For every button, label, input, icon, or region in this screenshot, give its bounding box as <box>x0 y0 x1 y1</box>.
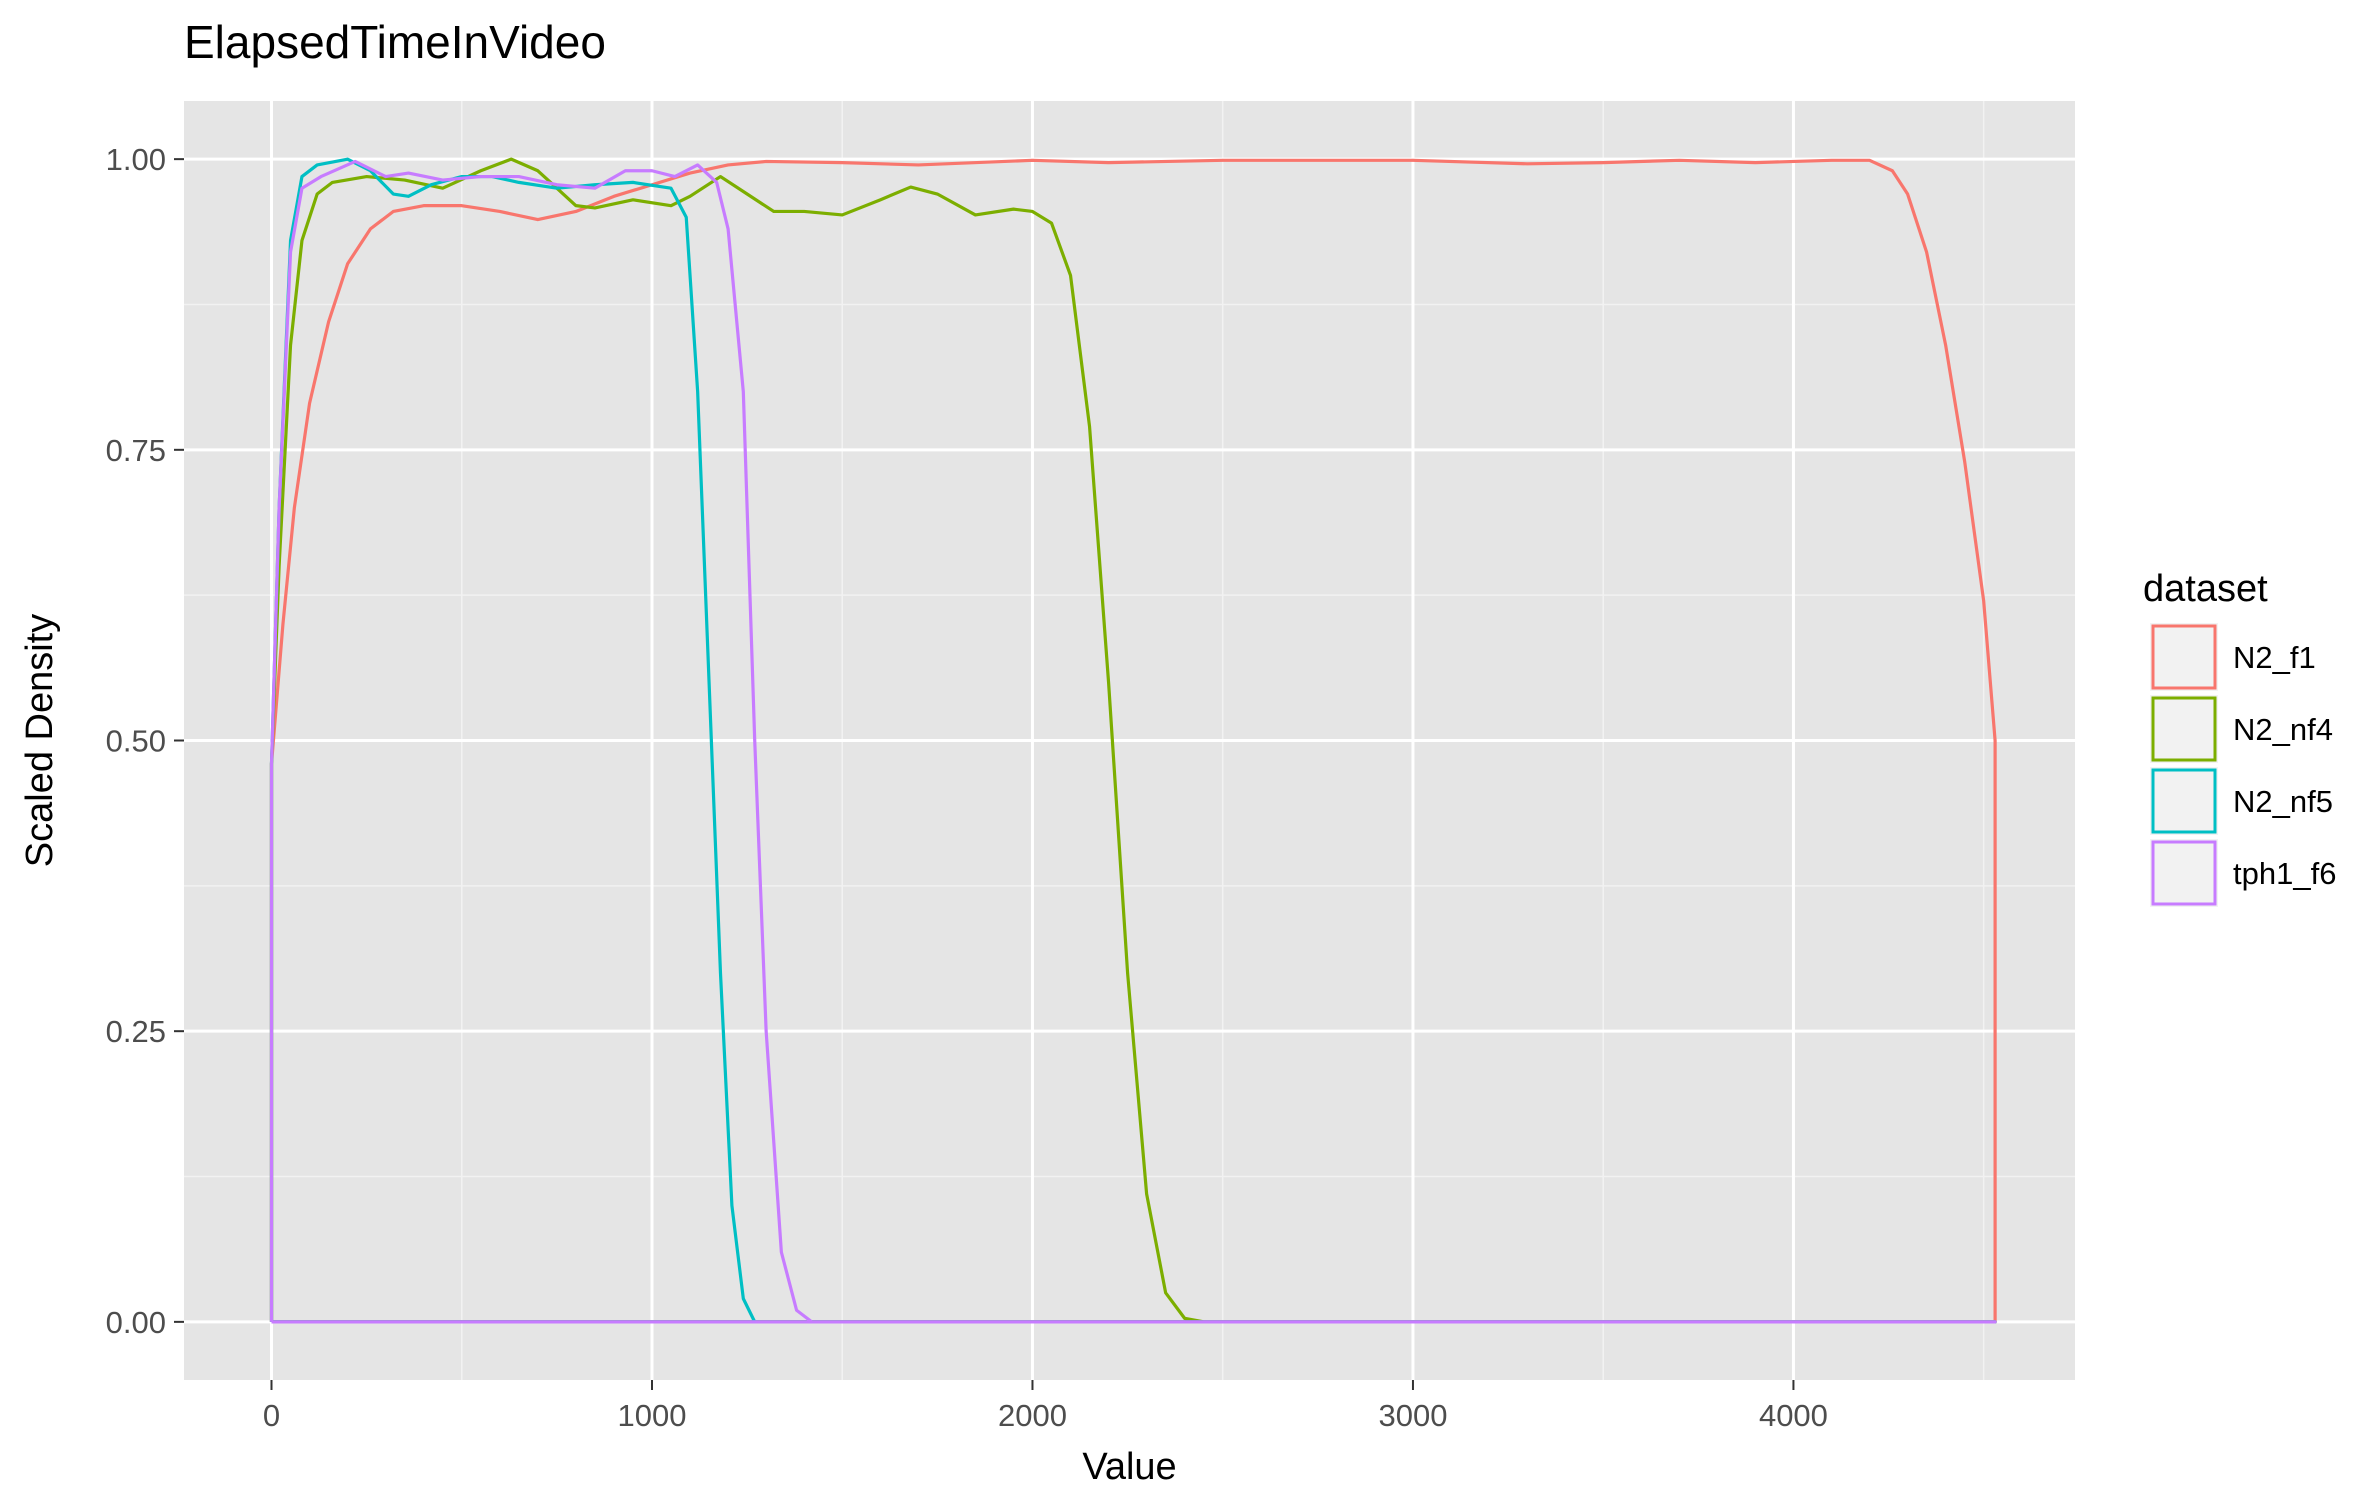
chart-title: ElapsedTimeInVideo <box>184 16 606 68</box>
legend-label: tph1_f6 <box>2233 856 2336 891</box>
legend-key-bg <box>2150 623 2218 691</box>
legend-item-N2_nf4: N2_nf4 <box>2150 695 2333 763</box>
series-lines <box>269 157 1997 1324</box>
y-tick-label: 0.00 <box>106 1305 166 1340</box>
legend-title: dataset <box>2143 568 2268 610</box>
legend-item-N2_f1: N2_f1 <box>2150 623 2316 691</box>
legend-item-tph1_f6: tph1_f6 <box>2150 839 2336 907</box>
y-tick-label: 0.50 <box>106 724 166 759</box>
legend-key <box>2151 768 2217 834</box>
legend: dataset N2_f1 N2_nf4 N2_nf5 tph1_f6 <box>2143 568 2336 907</box>
legend-key-bg <box>2150 695 2218 763</box>
x-tick-label: 0 <box>263 1398 280 1433</box>
legend-key-bg <box>2150 839 2218 907</box>
x-axis-label: Value <box>1082 1446 1176 1488</box>
legend-key <box>2151 840 2217 906</box>
series-line-N2_f1 <box>269 158 1997 1324</box>
legend-key <box>2151 624 2217 690</box>
legend-label: N2_nf4 <box>2233 712 2333 747</box>
legend-label: N2_f1 <box>2233 640 2316 675</box>
series-line-tph1_f6 <box>269 159 1997 1324</box>
x-tick-label: 4000 <box>1759 1398 1828 1433</box>
y-tick-label: 0.25 <box>106 1014 166 1049</box>
x-tick-label: 2000 <box>998 1398 1067 1433</box>
x-tick-label: 3000 <box>1378 1398 1447 1433</box>
x-axis: 0 1000 2000 3000 4000 <box>263 1380 1828 1433</box>
y-axis: 0.00 0.25 0.50 0.75 1.00 <box>106 142 184 1340</box>
legend-key <box>2151 696 2217 762</box>
y-axis-label: Scaled Density <box>19 614 61 867</box>
legend-label: N2_nf5 <box>2233 784 2333 819</box>
legend-item-N2_nf5: N2_nf5 <box>2150 767 2333 835</box>
series-line-N2_nf4 <box>269 157 1997 1324</box>
series-line-N2_nf5 <box>269 157 1997 1324</box>
y-tick-label: 1.00 <box>106 142 166 177</box>
x-tick-label: 1000 <box>618 1398 687 1433</box>
y-tick-label: 0.75 <box>106 433 166 468</box>
legend-key-bg <box>2150 767 2218 835</box>
